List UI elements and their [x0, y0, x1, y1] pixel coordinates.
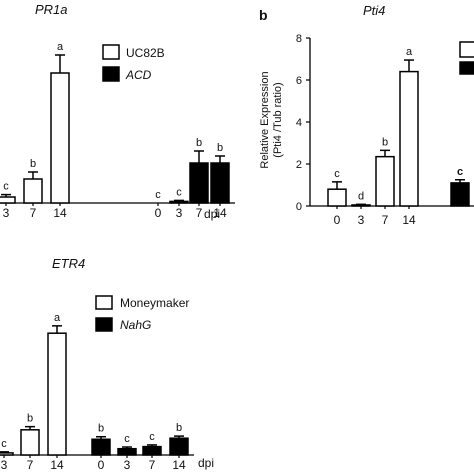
etr4-xtick-label-0-1: 7: [27, 458, 34, 472]
pr1a-xtick-label-0-1: 7: [30, 206, 37, 220]
etr4-sig-letter-1-0: b: [98, 423, 104, 435]
pti4-bar-0-0: [327, 188, 347, 207]
etr4-xtick-label-1-0: 0: [98, 458, 105, 472]
pr1a-legend-label-acd: ACD: [125, 68, 152, 82]
pr1a-legend-swatch-uc82b: [102, 44, 120, 60]
etr4-bar-0-2: [47, 332, 67, 456]
etr4-sig-letter-0-1: b: [27, 413, 33, 425]
pr1a-bars: c 3 b 7 a 14 c 0 c 3 b 7 b 14: [0, 41, 235, 220]
pr1a-xtick-label-1-0: 0: [155, 206, 162, 220]
etr4-legend-swatch-nahg: [95, 317, 113, 332]
pr1a-legend: UC82B ACD: [102, 44, 165, 82]
pti4-sig-letter-0-1: d: [358, 190, 364, 202]
pti4-bar-0-3: [399, 70, 419, 207]
pti4-title: Pti4: [363, 3, 385, 18]
etr4-bars: c 3 b 7 a 14 b 0 c 3 c 7 b 14: [0, 312, 194, 472]
pr1a-sig-letter-0-1: b: [30, 158, 36, 170]
pr1a-bar-0-2: [50, 72, 70, 204]
pti4-ytick-label-0: 0: [296, 201, 302, 213]
pr1a-bar-1-3: [210, 162, 230, 204]
pr1a-legend-swatch-acd: [102, 66, 120, 82]
pti4-panel-label: b: [259, 7, 268, 23]
etr4-legend: Moneymaker NahG: [95, 295, 189, 332]
pr1a-bar-0-1: [23, 178, 43, 204]
pr1a-legend-label-uc82b: UC82B: [126, 46, 165, 60]
pti4-ytick-label-2: 4: [296, 117, 302, 129]
pr1a-title: PR1a: [35, 2, 68, 17]
pr1a-xtick-label-1-3: 14: [213, 206, 227, 220]
etr4-bar-1-0: [91, 438, 111, 456]
etr4-title: ETR4: [52, 256, 85, 271]
etr4-xtick-label-1-1: 3: [124, 458, 131, 472]
pti4-xtick-label-0-2: 7: [382, 213, 389, 227]
etr4-xlabel: dpi: [198, 456, 214, 470]
pti4-bar-0-2: [375, 155, 395, 207]
pr1a-xlabel: dpi: [204, 207, 220, 221]
pti4-sig-letter-0-3: a: [406, 46, 413, 58]
etr4-bar-1-3: [169, 437, 189, 456]
pti4-bar-0-1: [351, 204, 371, 207]
pti4-ylabel: Relative Expression: [259, 71, 271, 168]
etr4-sig-letter-0-2: a: [54, 312, 61, 324]
etr4-legend-label-nahg: NahG: [120, 318, 151, 332]
pr1a-bar-1-1: [169, 200, 189, 204]
etr4-bar-1-1: [117, 447, 137, 456]
etr4-sig-letter-1-2: c: [149, 431, 155, 443]
etr4-xtick-label-0-2: 14: [50, 458, 64, 472]
pti4-sig-letter-0-2: b: [382, 136, 388, 148]
panel-etr4: ETR4 Moneymaker NahG c 3 b 7 a 14 b 0 c 3 c 7 b 14 dp…: [0, 256, 214, 472]
pti4-legend: [459, 41, 474, 75]
pr1a-sig-letter-1-0: c: [155, 189, 161, 201]
etr4-xtick-label-1-2: 7: [149, 458, 156, 472]
pti4-ytick-label-1: 2: [296, 159, 302, 171]
pti4-bars: c 0 d 3 b 7 a 14 c: [310, 46, 474, 227]
pr1a-bar-0-0: [0, 196, 16, 204]
etr4-bar-0-0: [0, 452, 14, 456]
pti4-ytick-label-4: 8: [296, 33, 302, 45]
pr1a-xtick-label-0-2: 14: [53, 206, 67, 220]
pr1a-xtick-label-1-1: 3: [176, 206, 183, 220]
pti4-legend-swatch-black: [459, 61, 474, 75]
pr1a-sig-letter-0-2: a: [57, 41, 64, 53]
pti4-sig-letter-0-0: c: [334, 168, 340, 180]
pti4-y-ticks: 0 2 4 6 8: [296, 33, 310, 213]
pti4-ylabel-2: (Pti4 /Tub ratio): [272, 82, 284, 157]
pr1a-sig-letter-0-0: c: [3, 181, 9, 193]
pr1a-xtick-label-1-2: 7: [196, 206, 203, 220]
pti4-xtick-label-0-3: 14: [402, 213, 416, 227]
pr1a-sig-letter-1-3: b: [217, 142, 223, 154]
panel-pr1a: PR1a UC82B ACD c 3 b 7 a 14 c 0 c 3 b 7 b 14 dpi: [0, 2, 235, 221]
etr4-bar-0-1: [20, 429, 40, 456]
etr4-sig-letter-1-3: b: [176, 422, 182, 434]
panel-pti4: b Pti4 Relative Expression (Pti4 /Tub ra…: [259, 3, 474, 227]
pti4-ylabel-group: Relative Expression (Pti4 /Tub ratio): [259, 71, 284, 168]
pti4-sig-letter-1-0: c: [457, 166, 463, 178]
etr4-legend-swatch-moneymaker: [95, 295, 113, 310]
etr4-bar-1-2: [142, 445, 162, 456]
pr1a-bar-1-2: [189, 162, 209, 204]
pr1a-xtick-label-0-0: 3: [3, 206, 10, 220]
pti4-bar-1-0: [450, 182, 470, 207]
etr4-xtick-label-1-3: 14: [172, 458, 186, 472]
etr4-xtick-label-0-0: 3: [1, 458, 8, 472]
etr4-legend-label-moneymaker: Moneymaker: [120, 296, 189, 310]
pti4-legend-swatch-white: [459, 41, 474, 58]
pti4-xtick-label-0-1: 3: [358, 213, 365, 227]
pr1a-sig-letter-1-2: b: [196, 137, 202, 149]
pr1a-sig-letter-1-1: c: [176, 186, 182, 198]
etr4-sig-letter-1-1: c: [124, 433, 130, 445]
pti4-ytick-label-3: 6: [296, 75, 302, 87]
pti4-xtick-label-0-0: 0: [334, 213, 341, 227]
etr4-sig-letter-0-0: c: [1, 438, 7, 450]
